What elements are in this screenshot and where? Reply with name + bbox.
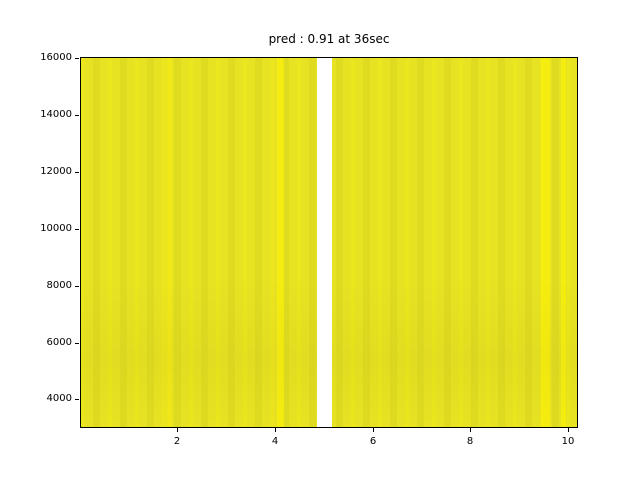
y-tick-mark xyxy=(75,172,79,173)
x-tick-label: 10 xyxy=(561,436,575,447)
heatmap-bright-stripe xyxy=(541,58,550,427)
y-tick-mark xyxy=(75,229,79,230)
heatmap-data-gap xyxy=(317,58,332,427)
x-tick-label: 6 xyxy=(369,436,377,447)
y-tick-mark xyxy=(75,343,79,344)
x-tick-mark xyxy=(373,428,374,432)
x-tick-mark xyxy=(275,428,276,432)
y-tick-mark xyxy=(75,286,79,287)
x-tick-mark xyxy=(177,428,178,432)
y-tick-label: 10000 xyxy=(40,223,72,234)
y-tick-label: 8000 xyxy=(46,280,72,291)
y-tick-label: 14000 xyxy=(40,109,72,120)
y-tick-label: 12000 xyxy=(40,166,72,177)
x-tick-label: 4 xyxy=(271,436,279,447)
x-tick-label: 8 xyxy=(466,436,474,447)
y-tick-mark xyxy=(75,115,79,116)
y-tick-mark xyxy=(75,399,79,400)
x-tick-mark xyxy=(568,428,569,432)
x-tick-mark xyxy=(470,428,471,432)
heatmap-bright-stripe xyxy=(277,58,284,427)
x-tick-label: 2 xyxy=(173,436,181,447)
plot-title: pred : 0.91 at 36sec xyxy=(268,32,390,46)
y-tick-label: 16000 xyxy=(40,52,72,63)
y-tick-label: 4000 xyxy=(46,393,72,404)
heatmap-bright-stripe xyxy=(561,58,566,427)
heatmap-plot-area[interactable] xyxy=(80,57,578,428)
heatmap-bright-stripe xyxy=(167,58,172,427)
y-tick-mark xyxy=(75,58,79,59)
y-tick-label: 6000 xyxy=(46,337,72,348)
